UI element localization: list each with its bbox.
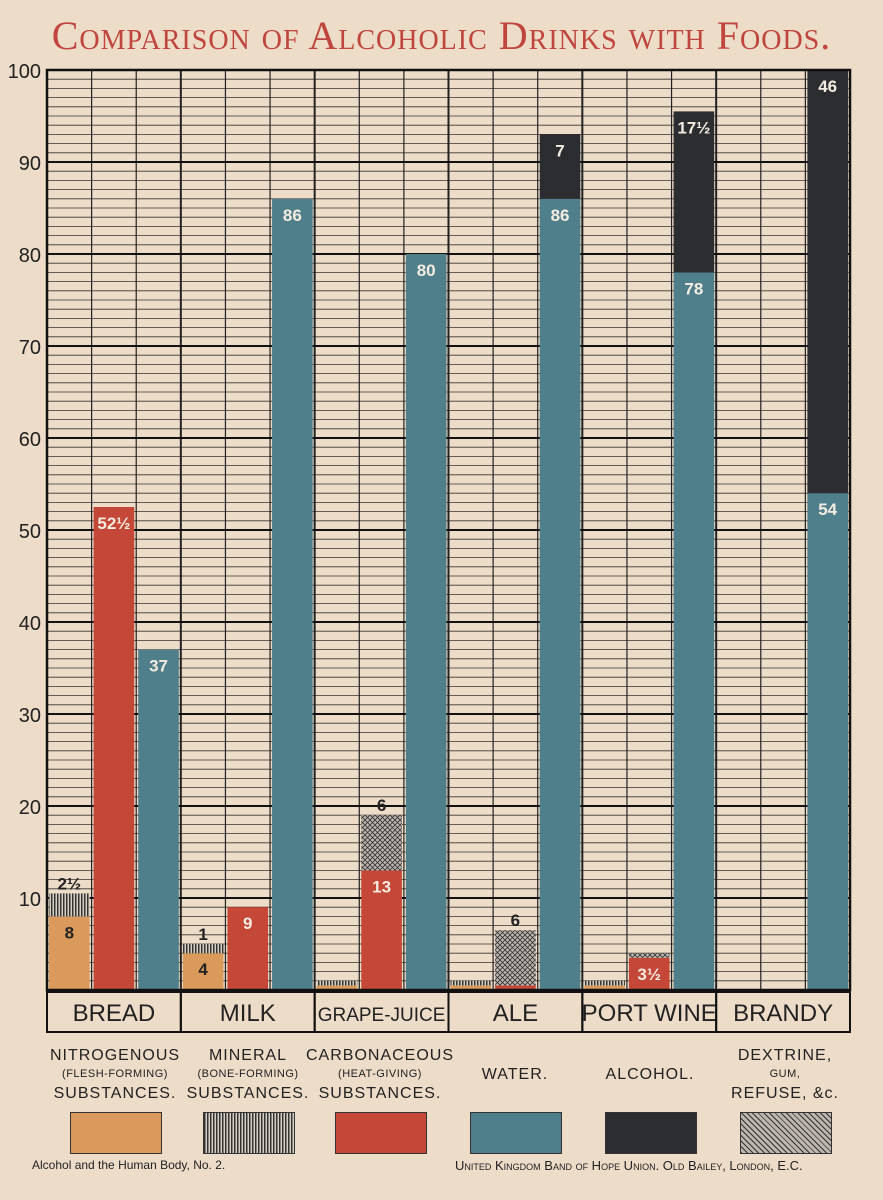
legend-swatch-water (470, 1112, 562, 1154)
bar-segment-alcohol (807, 70, 848, 494)
legend-item-water: WATER. (440, 1046, 590, 1103)
category-label: GRAPE-JUICE (318, 1005, 446, 1026)
bar-segment-mineral (450, 980, 492, 986)
legend-text: ALCOHOL. (605, 1066, 695, 1083)
y-tick-label: 20 (19, 797, 41, 819)
legend-swatch-dextrine (740, 1112, 832, 1154)
bar-segment-nitrogenous (49, 916, 90, 990)
legend-text: WATER. (481, 1066, 549, 1083)
data-label: 37 (149, 657, 168, 676)
data-label: 54 (818, 500, 837, 519)
data-label: 3½ (637, 965, 661, 984)
legend-text: NITROGENOUS (49, 1047, 181, 1064)
bar-segment-mineral (49, 893, 90, 917)
y-tick-label: 10 (19, 889, 41, 911)
y-tick-label: 70 (19, 337, 41, 359)
bar-segment-nitrogenous (450, 985, 492, 990)
data-label: 9 (243, 914, 252, 933)
footer-left: Alcohol and the Human Body, No. 2. (32, 1158, 226, 1172)
legend-text: GUM, (769, 1068, 801, 1080)
legend-item-dextrine: DEXTRINE, GUM, REFUSE, &c. (710, 1046, 860, 1103)
bar-segment-dextrine (361, 815, 402, 871)
legend-text: SUBSTANCES. (318, 1085, 442, 1102)
data-label: 13 (372, 877, 391, 896)
legend-text: (FLESH-FORMING) (62, 1068, 168, 1080)
bar-segment-mineral (584, 980, 625, 986)
legend-text: REFUSE, &c. (731, 1085, 839, 1102)
bar-segment-alcohol (539, 134, 581, 199)
bar-segment-dextrine (628, 953, 670, 958)
y-tick-label: 90 (19, 153, 41, 175)
data-label: 80 (417, 261, 436, 280)
category-label: ALE (493, 1000, 538, 1027)
legend-text: (BONE-FORMING) (197, 1068, 299, 1080)
category-label: MILK (220, 1000, 276, 1027)
legend-text: SUBSTANCES. (186, 1085, 310, 1102)
bar-segment-water (673, 272, 715, 990)
bar-segment-water (272, 198, 313, 991)
legend-text: CARBONACEOUS (305, 1047, 455, 1064)
data-label: 86 (283, 206, 302, 225)
legend-text (575, 1084, 725, 1103)
bar-segment-water (138, 649, 179, 990)
bar-segment-mineral (182, 944, 224, 954)
bar-segment-carbonaceous (93, 507, 135, 990)
bar-segment-mineral (316, 980, 358, 986)
data-label: 17½ (677, 118, 710, 137)
data-label: 4 (198, 960, 208, 979)
data-label: 46 (818, 77, 837, 96)
data-label: 86 (551, 206, 570, 225)
bar-segment-water (539, 198, 581, 991)
category-label: BRANDY (733, 1000, 833, 1027)
category-label: PORT WINE (582, 1000, 717, 1027)
chart-title: Comparison of Alcoholic Drinks with Food… (51, 13, 832, 58)
plot-frame (45, 68, 852, 992)
y-tick-label: 30 (19, 705, 41, 727)
y-tick-label: 60 (19, 429, 41, 451)
legend-text: DEXTRINE, (737, 1047, 833, 1064)
legend-text (575, 1046, 725, 1065)
legend-item-mineral: MINERAL (BONE-FORMING) SUBSTANCES. (173, 1046, 323, 1103)
bar-segment-alcohol (673, 111, 715, 273)
y-tick-label: 40 (19, 613, 41, 635)
data-label: 52½ (97, 514, 130, 533)
legend-item-carbonaceous: CARBONACEOUS (HEAT-GIVING) SUBSTANCES. (305, 1046, 455, 1103)
legend-swatch-nitrogenous (70, 1112, 162, 1154)
bar-segment-dextrine (495, 930, 536, 986)
legend-swatch-carbonaceous (335, 1112, 427, 1154)
chart-plot: 10 20 30 40 50 60 70 80 90 100 8 2½ 52½ 37 4 1 9 86 13 6 80 6… (8, 61, 852, 1033)
data-label: 7 (555, 141, 564, 160)
legend-text: (HEAT-GIVING) (338, 1068, 422, 1080)
legend-text: SUBSTANCES. (53, 1085, 177, 1102)
bar-segment-water (807, 493, 848, 990)
data-label: 8 (65, 923, 74, 942)
category-label: BREAD (73, 1000, 156, 1027)
data-label: 78 (684, 279, 703, 298)
bar-segment-nitrogenous (182, 953, 224, 990)
y-tick-label: 50 (19, 521, 41, 543)
legend-item-alcohol: ALCOHOL. (575, 1046, 725, 1103)
bar-segment-water (405, 254, 447, 990)
bar-segment-nitrogenous (584, 985, 625, 990)
legend-swatch-alcohol (605, 1112, 697, 1154)
legend-text: MINERAL (208, 1047, 288, 1064)
y-tick-label: 80 (19, 245, 41, 267)
bar-segment-carbonaceous (495, 985, 536, 990)
data-label: 1 (198, 925, 207, 944)
bar-segment-carbonaceous (628, 957, 670, 990)
bar-segment-carbonaceous (361, 870, 402, 990)
bar-segment-nitrogenous (316, 985, 358, 990)
data-label: 6 (511, 911, 520, 930)
legend-swatch-mineral (203, 1112, 295, 1154)
data-label: 6 (377, 796, 386, 815)
data-label: 2½ (57, 874, 81, 893)
legend-text (440, 1084, 590, 1103)
legend-text (440, 1046, 590, 1065)
legend-item-nitrogenous: NITROGENOUS (FLESH-FORMING) SUBSTANCES. (40, 1046, 190, 1103)
footer-right: United Kingdom Band of Hope Union. Old B… (455, 1158, 803, 1173)
y-tick-label: 100 (8, 61, 41, 83)
bar-segment-carbonaceous (227, 907, 269, 990)
category-box (715, 991, 852, 1033)
